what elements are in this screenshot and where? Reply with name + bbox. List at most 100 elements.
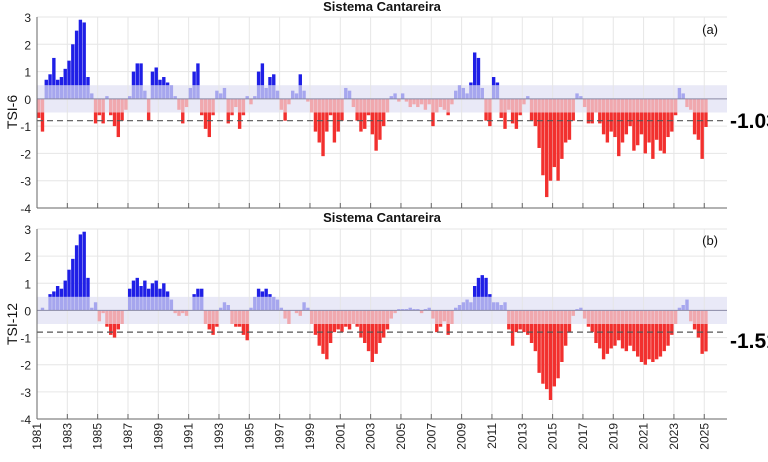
- bar-mild-wet: [495, 302, 500, 311]
- bar-mild-dry: [366, 310, 371, 324]
- bar-mild-dry: [237, 310, 242, 324]
- bar-mild-wet: [454, 307, 458, 311]
- panel-a-ylabel: TSI-6: [4, 95, 20, 129]
- bar-strong-dry: [651, 112, 655, 159]
- bar-mild-dry: [613, 310, 617, 324]
- bar-mild-dry: [624, 98, 629, 113]
- bar-strong-dry: [215, 324, 219, 327]
- bar-mild-dry: [696, 98, 701, 113]
- bar-strong-dry: [234, 324, 238, 327]
- bar-strong-wet: [48, 294, 52, 297]
- bar-mild-wet: [294, 93, 299, 99]
- bar-strong-dry: [545, 324, 549, 390]
- bar-mild-dry: [351, 98, 356, 108]
- bar-mild-dry: [313, 310, 318, 324]
- bar-strong-wet: [154, 67, 158, 86]
- bar-strong-dry: [359, 112, 363, 132]
- bar-strong-dry: [317, 112, 321, 143]
- bar-mild-dry: [450, 310, 454, 324]
- bar-mild-wet: [472, 85, 477, 99]
- bar-mild-dry: [518, 98, 522, 113]
- bar-mild-dry: [241, 98, 246, 113]
- bar-mild-wet: [67, 85, 71, 99]
- bar-mild-wet: [90, 307, 94, 311]
- bar-mild-dry: [689, 98, 693, 110]
- bar-mild-dry: [632, 310, 636, 324]
- bar-mild-dry: [105, 310, 109, 324]
- bar-mild-dry: [552, 98, 556, 113]
- bar-mild-dry: [700, 98, 704, 113]
- x-tick-label: 2017: [576, 423, 590, 450]
- bar-strong-wet: [488, 294, 492, 297]
- bar-strong-dry: [529, 112, 534, 121]
- bar-mild-wet: [55, 85, 60, 99]
- bar-mild-wet: [260, 296, 265, 311]
- bar-mild-dry: [374, 98, 378, 113]
- bar-strong-wet: [491, 77, 496, 86]
- bar-strong-wet: [150, 283, 155, 297]
- bar-strong-dry: [499, 112, 503, 118]
- bar-strong-dry: [700, 112, 704, 159]
- bar-mild-wet: [55, 296, 60, 311]
- panel-a-title: Sistema Cantareira: [323, 0, 442, 14]
- bar-mild-dry: [378, 98, 382, 113]
- bar-strong-wet: [139, 63, 143, 86]
- bar-mild-wet: [253, 96, 257, 99]
- bar-mild-wet: [412, 309, 416, 311]
- bar-mild-dry: [450, 98, 454, 105]
- x-tick-label: 2011: [485, 423, 499, 449]
- bar-mild-wet: [526, 96, 530, 99]
- bar-strong-wet: [272, 74, 276, 86]
- bar-mild-wet: [423, 309, 428, 311]
- bar-mild-dry: [374, 310, 378, 324]
- bar-mild-wet: [249, 307, 253, 311]
- bar-strong-dry: [283, 112, 287, 121]
- bar-mild-dry: [628, 310, 632, 324]
- bar-mild-dry: [620, 98, 625, 113]
- bar-strong-dry: [563, 112, 568, 143]
- bar-mild-dry: [609, 98, 613, 113]
- bar-mild-wet: [105, 96, 109, 99]
- x-tick-label: 1981: [30, 423, 44, 450]
- bar-strong-dry: [325, 112, 329, 132]
- bar-strong-dry: [673, 112, 678, 116]
- bar-mild-dry: [647, 98, 651, 113]
- x-tick-label: 1989: [151, 423, 165, 450]
- bar-strong-dry: [560, 324, 564, 362]
- bar-strong-dry: [446, 324, 450, 335]
- bar-strong-dry: [363, 112, 367, 129]
- bar-strong-dry: [355, 324, 359, 327]
- panel-b-title: Sistema Cantareira: [323, 210, 442, 225]
- bar-strong-dry: [556, 112, 560, 181]
- bar-strong-dry: [617, 112, 621, 157]
- bar-strong-wet: [472, 286, 477, 297]
- bar-strong-wet: [484, 277, 488, 297]
- bar-mild-wet: [476, 85, 481, 99]
- y-tick-label: -3: [20, 386, 31, 400]
- bar-strong-dry: [328, 112, 333, 116]
- bar-strong-dry: [37, 112, 41, 118]
- bar-strong-dry: [374, 324, 378, 354]
- bar-strong-dry: [340, 112, 344, 121]
- bar-mild-wet: [71, 85, 75, 99]
- bar-mild-dry: [184, 98, 189, 108]
- x-tick-label: 1999: [303, 423, 317, 450]
- bar-mild-wet: [158, 85, 162, 99]
- bar-strong-dry: [241, 112, 246, 116]
- bar-mild-wet: [82, 296, 86, 311]
- bar-mild-wet: [393, 93, 397, 99]
- x-tick-label: 1985: [91, 423, 105, 450]
- bar-strong-dry: [146, 112, 151, 121]
- bar-strong-dry: [670, 324, 674, 335]
- bar-strong-dry: [670, 112, 674, 132]
- bar-mild-wet: [63, 85, 67, 99]
- bar-strong-wet: [63, 280, 67, 297]
- bar-mild-wet: [491, 85, 496, 99]
- bar-mild-dry: [101, 98, 105, 113]
- bar-strong-wet: [150, 71, 155, 86]
- bar-mild-wet: [264, 296, 268, 311]
- bar-strong-dry: [332, 112, 337, 143]
- bar-mild-wet: [162, 296, 166, 311]
- bar-mild-wet: [165, 85, 170, 99]
- bar-mild-wet: [298, 85, 302, 99]
